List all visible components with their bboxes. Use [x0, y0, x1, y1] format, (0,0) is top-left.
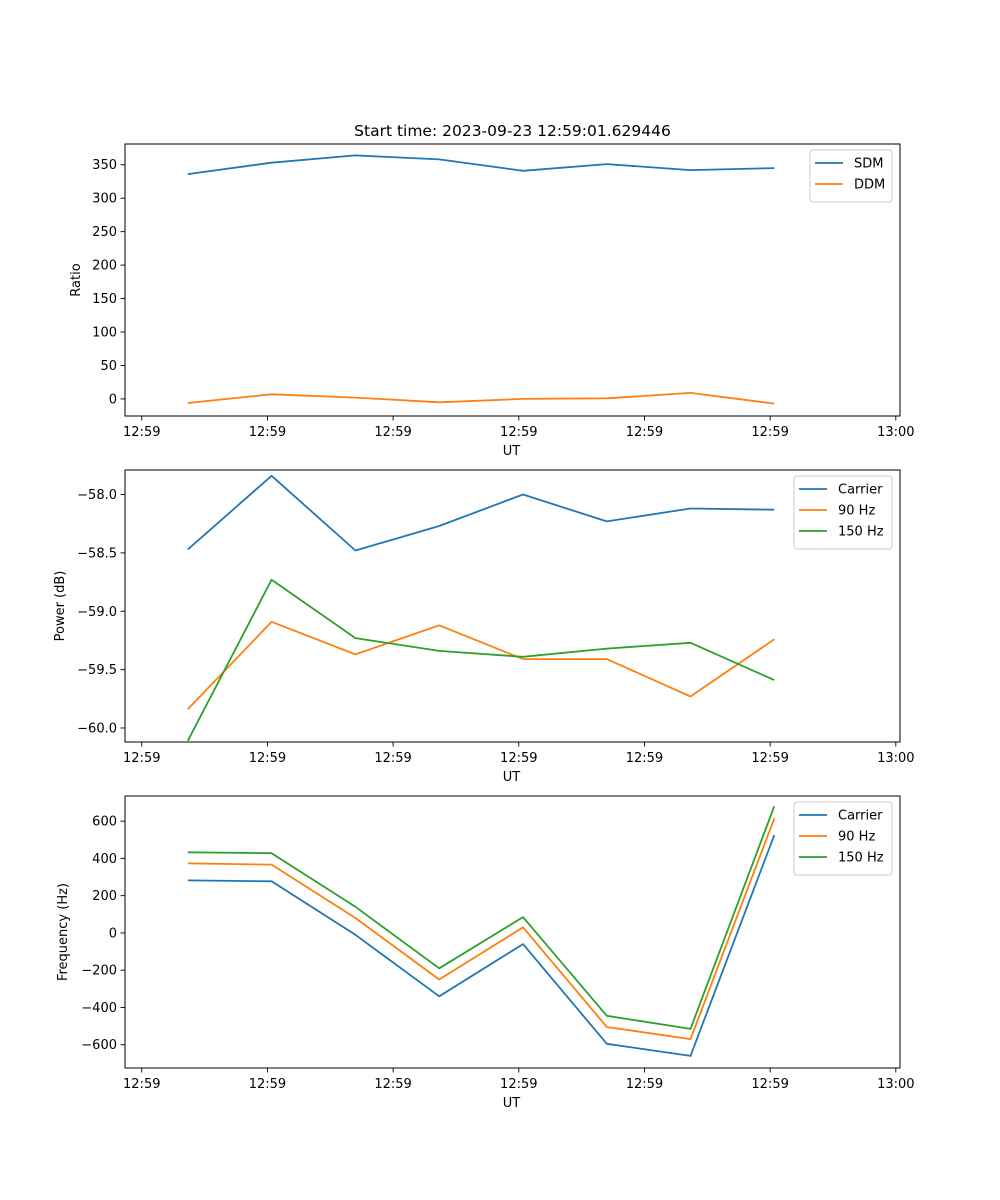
x-tick-label: 12:59 [249, 425, 286, 440]
x-tick-label: 12:59 [374, 425, 411, 440]
x-tick-label: 12:59 [626, 425, 663, 440]
x-tick-label: 12:59 [751, 425, 788, 440]
x-axis-label: UT [503, 444, 521, 459]
x-tick-label: 12:59 [123, 751, 160, 766]
figure-title: Start time: 2023-09-23 12:59:01.629446 [354, 122, 671, 140]
y-tick-label: 50 [100, 359, 117, 374]
y-tick-label: 200 [92, 259, 117, 274]
legend: Carrier 90 Hz 150 Hz [793, 475, 893, 550]
series-line-ddm [187, 391, 775, 405]
series-line-carrier [187, 834, 776, 1057]
x-axis-label: UT [503, 1096, 521, 1111]
x-tick-label: 12:59 [123, 425, 160, 440]
plot-area [124, 795, 901, 1069]
y-axis-label: Ratio [69, 263, 84, 296]
series-line-150-hz [187, 578, 775, 742]
y-tick-label: 100 [92, 326, 117, 341]
legend-label: Carrier [838, 483, 883, 498]
x-tick-label: 13:00 [877, 1077, 914, 1092]
x-tick-label: 12:59 [626, 751, 663, 766]
series-line-sdm [187, 154, 775, 175]
chart-panel-1: 12:59 12:59 12:59 12:59 12:59 12:59 13:00 0 50 10… [69, 143, 915, 459]
x-tick-label: 12:59 [249, 1077, 286, 1092]
legend-label: 150 Hz [838, 851, 884, 866]
series-line-90-hz [187, 818, 776, 1040]
y-axis-label: Frequency (Hz) [56, 883, 71, 981]
chart-panel-2: 12:59 12:59 12:59 12:59 12:59 12:59 13:00 −60.0… [53, 469, 915, 785]
y-tick-label: −200 [81, 964, 117, 979]
x-tick-label: 12:59 [123, 1077, 160, 1092]
x-tick-label: 13:00 [877, 751, 914, 766]
legend-label: 90 Hz [838, 504, 875, 519]
y-tick-label: −59.0 [77, 605, 117, 620]
x-tick-label: 12:59 [500, 425, 537, 440]
y-tick-label: −58.5 [77, 546, 117, 561]
x-axis-label: UT [503, 770, 521, 785]
y-tick-label: 350 [92, 158, 117, 173]
legend-label: Carrier [838, 809, 883, 824]
series-line-carrier [187, 474, 775, 552]
legend: Carrier 90 Hz 150 Hz [793, 801, 893, 876]
legend-label: 90 Hz [838, 830, 875, 845]
x-tick-label: 13:00 [877, 425, 914, 440]
plot-area [124, 143, 901, 417]
x-tick-label: 12:59 [500, 1077, 537, 1092]
y-tick-label: 150 [92, 292, 117, 307]
legend-label: DDM [854, 178, 885, 193]
series-line-90-hz [187, 620, 775, 710]
x-tick-label: 12:59 [249, 751, 286, 766]
legend-label: 150 Hz [838, 525, 884, 540]
x-tick-label: 12:59 [374, 751, 411, 766]
y-tick-label: 250 [92, 225, 117, 240]
plot-area [124, 469, 901, 743]
legend-label: SDM [854, 157, 883, 172]
y-tick-label: 400 [92, 852, 117, 867]
x-tick-label: 12:59 [751, 1077, 788, 1092]
y-tick-label: 0 [109, 392, 117, 407]
y-tick-label: −60.0 [77, 721, 117, 736]
x-tick-label: 12:59 [626, 1077, 663, 1092]
y-tick-label: 200 [92, 889, 117, 904]
y-tick-label: 600 [92, 815, 117, 830]
y-tick-label: 300 [92, 192, 117, 207]
y-tick-label: −600 [81, 1038, 117, 1053]
y-tick-label: −400 [81, 1001, 117, 1016]
y-axis-label: Power (dB) [53, 571, 68, 642]
x-tick-label: 12:59 [751, 751, 788, 766]
chart-panels: 12:59 12:59 12:59 12:59 12:59 12:59 13:00 0 50 10… [53, 143, 915, 1111]
y-tick-label: 0 [109, 926, 117, 941]
x-tick-label: 12:59 [374, 1077, 411, 1092]
x-tick-label: 12:59 [500, 751, 537, 766]
legend: SDM DDM [809, 149, 893, 203]
y-tick-label: −59.5 [77, 663, 117, 678]
y-tick-label: −58.0 [77, 488, 117, 503]
chart-panel-3: 12:59 12:59 12:59 12:59 12:59 12:59 13:00 −600 −… [56, 795, 915, 1111]
series-line-150-hz [187, 805, 776, 1030]
